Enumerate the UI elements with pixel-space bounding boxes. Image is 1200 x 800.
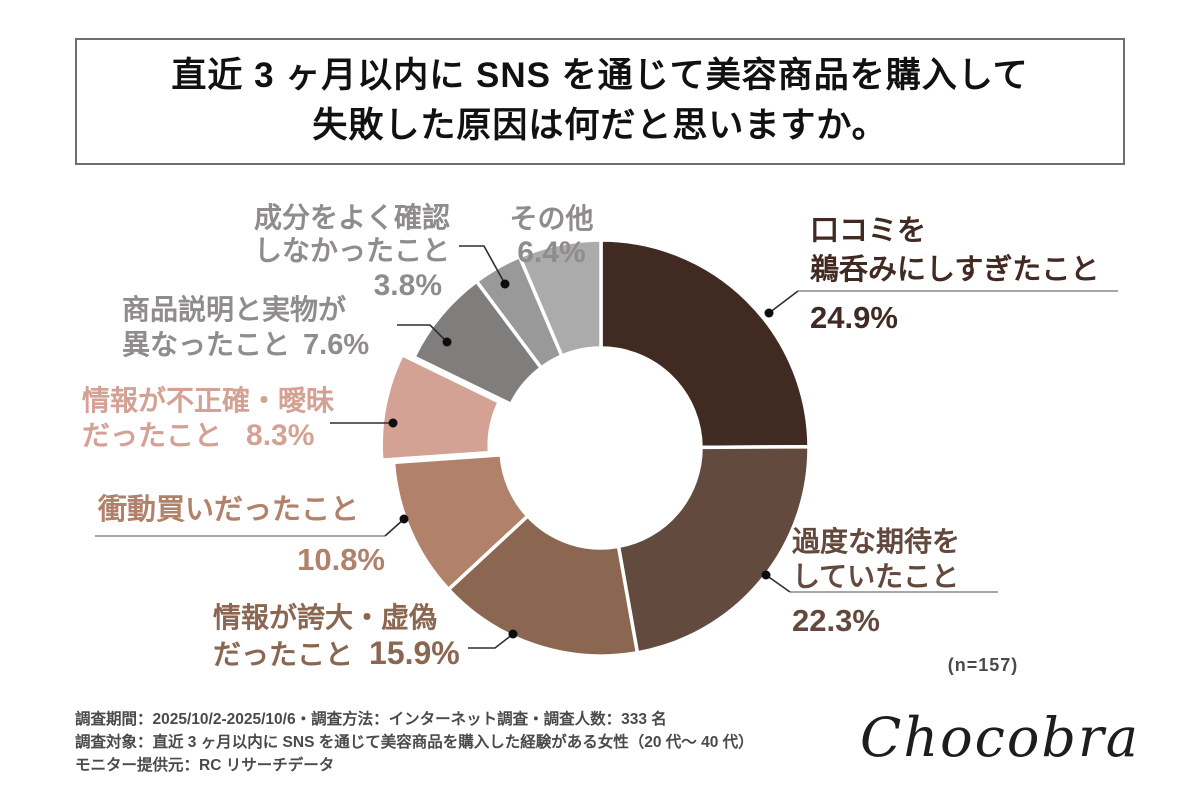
segment-label-line: 鵜呑みにしすぎたこと: [810, 254, 1100, 286]
segment-label-line: 情報が不正確・曖昧: [82, 385, 335, 416]
segment-pct: 22.3%: [792, 603, 880, 638]
leader-dot: [399, 514, 409, 524]
leader-dot: [442, 337, 452, 347]
segment-label-line: 異なったこと: [122, 329, 291, 360]
segment-label-line: 衝動買いだったこと: [98, 494, 360, 526]
title-box: 直近 3 ヶ月以内に SNS を通じて美容商品を購入して 失敗した原因は何だと思…: [75, 38, 1125, 165]
leader-dot: [500, 279, 510, 289]
leader-dot: [764, 308, 774, 318]
leader-dot: [508, 629, 518, 639]
donut-segment: [616, 444, 811, 655]
donut-segment: [391, 453, 530, 592]
donut-segment: [379, 353, 502, 462]
sample-size-label: (n=157): [947, 655, 1019, 675]
label-inaccurate-info: 情報が不正確・曖昧 だったこと 8.3%: [82, 383, 334, 453]
segment-pct: 10.8%: [297, 542, 385, 577]
segment-pct: 8.3%: [246, 419, 315, 452]
segment-label-line: しなかったこと: [253, 235, 450, 266]
leader-dot: [388, 418, 398, 428]
label-description-mismatch: 商品説明と実物が 異なったこと 7.6%: [122, 292, 369, 362]
leader-line: [397, 324, 448, 343]
leader-line: [468, 633, 514, 649]
label-impulse-buying: 衝動買いだったこと 10.8%: [98, 492, 385, 578]
donut-segment: [517, 238, 603, 358]
donut-segment: [599, 238, 811, 450]
segment-pct: 15.9%: [369, 635, 460, 671]
survey-note-line: 調査対象：直近 3 ヶ月以内に SNS を通じて美容商品を購入した経験がある女性…: [75, 734, 754, 751]
segment-label-line: だったこと: [213, 639, 354, 670]
title-line-2: 失敗した原因は何だと思いますか。: [312, 106, 888, 145]
label-exaggerated-info: 情報が誇大・虚偽 だったこと 15.9%: [213, 600, 460, 672]
leader-dot: [761, 570, 771, 580]
leader-line: [459, 245, 506, 285]
label-other: その他 6.4%: [499, 201, 604, 270]
segment-label-line: 情報が誇大・虚偽: [213, 602, 438, 633]
segment-label-line: 口コミを: [810, 215, 927, 247]
segment-pct: 3.8%: [373, 269, 442, 302]
segment-pct: 7.6%: [303, 329, 370, 361]
brand-logo: Chocobra: [860, 706, 1140, 769]
label-ingredients-not-checked: 成分をよく確認 しなかったこと 3.8%: [252, 201, 450, 303]
title-line-1: 直近 3 ヶ月以内に SNS を通じて美容商品を購入して: [171, 56, 1029, 95]
segment-label-line: していたこと: [792, 561, 960, 592]
survey-note-line: 調査期間：2025/10/2-2025/10/6・調査方法：インターネット調査・…: [75, 711, 667, 728]
label-excessive-expectations: 過度な期待を していたこと 22.3%: [792, 524, 960, 639]
segment-label-line: 商品説明と実物が: [122, 294, 347, 325]
leader-line: [765, 574, 791, 593]
segment-pct: 24.9%: [810, 300, 898, 335]
donut-segment: [446, 514, 640, 658]
segment-pct: 6.4%: [517, 236, 586, 269]
survey-note-line: モニター提供元：RC リサーチデータ: [75, 757, 335, 774]
segment-label-line: だったこと: [82, 420, 223, 451]
segment-label-line: 成分をよく確認: [253, 202, 450, 233]
leader-line: [768, 290, 799, 314]
label-word-of-mouth: 口コミを 鵜呑みにしすぎたこと 24.9%: [810, 212, 1099, 336]
segment-label-line: その他: [509, 203, 594, 234]
segment-label-line: 過度な期待を: [792, 526, 961, 557]
survey-notes: 調査期間：2025/10/2-2025/10/6・調査方法：インターネット調査・…: [75, 708, 855, 777]
